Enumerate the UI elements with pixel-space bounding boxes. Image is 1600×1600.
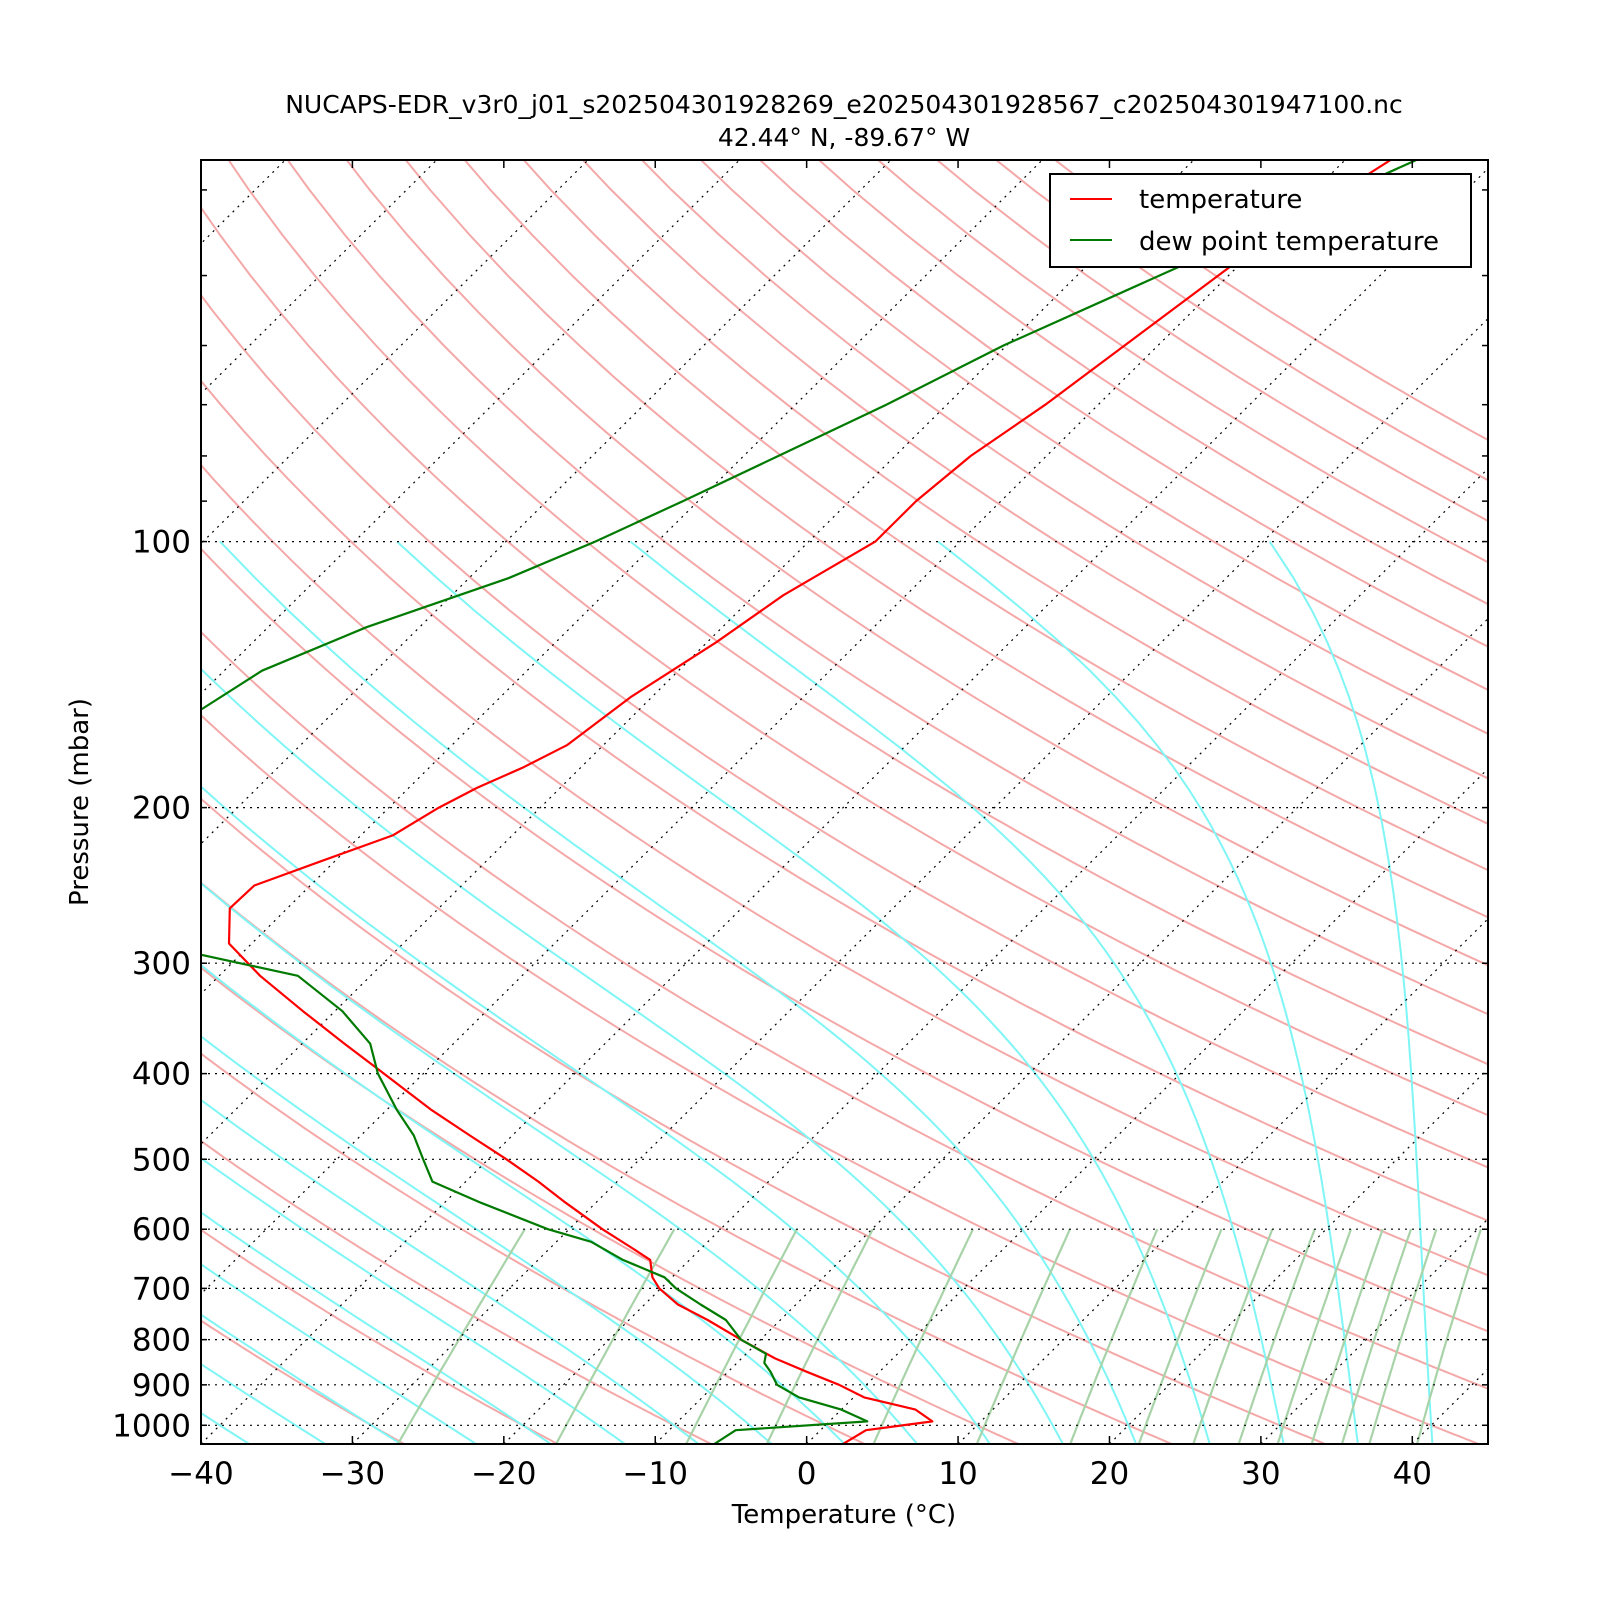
dry-adiabat bbox=[201, 966, 1019, 1444]
chart-subtitle: 42.44° N, -89.67° W bbox=[718, 123, 970, 152]
x-tick-label: 0 bbox=[797, 1456, 817, 1492]
legend-box bbox=[1049, 173, 1472, 268]
moist-adiabat bbox=[201, 785, 991, 1444]
isotherm-gridline bbox=[201, 160, 892, 845]
mixing-ratio-line bbox=[396, 1228, 526, 1444]
mixing-ratio-line bbox=[555, 1228, 676, 1444]
y-tick-label: 800 bbox=[132, 1323, 191, 1359]
dry-adiabat bbox=[463, 160, 1488, 872]
legend-label-dewpoint: dew point temperature bbox=[1139, 227, 1439, 257]
skewed-isotherm-grid bbox=[201, 160, 1488, 1444]
mixing-ratio-line bbox=[1192, 1228, 1274, 1444]
moist-adiabat bbox=[219, 540, 1138, 1444]
mixing-ratio-line bbox=[1237, 1228, 1316, 1444]
moist-adiabat bbox=[201, 1098, 700, 1444]
dry-adiabat bbox=[201, 1319, 405, 1444]
isotherm-gridline bbox=[201, 160, 438, 395]
plot-frame bbox=[200, 159, 1489, 1445]
dry-adiabat bbox=[227, 160, 1488, 1066]
axis-ticks bbox=[200, 160, 1488, 1444]
moist-adiabat bbox=[937, 540, 1359, 1444]
y-tick-label: 500 bbox=[132, 1142, 191, 1178]
dewpoint-line bbox=[201, 160, 1417, 1444]
dry-adiabat bbox=[522, 160, 1488, 825]
dry-adiabat bbox=[201, 881, 1173, 1444]
mixing-ratio-line bbox=[1276, 1228, 1352, 1444]
dry-adiabat bbox=[201, 293, 1488, 1169]
y-tick-label: 600 bbox=[132, 1212, 191, 1248]
mixing-ratio-line bbox=[1069, 1228, 1159, 1444]
y-tick-label: 1000 bbox=[112, 1408, 191, 1444]
dry-adiabat bbox=[404, 160, 1488, 919]
isotherm-gridline bbox=[351, 317, 1488, 1444]
y-axis-label: Pressure (mbar) bbox=[65, 698, 95, 906]
y-tick-label: 700 bbox=[132, 1271, 191, 1307]
moist-adiabat bbox=[201, 1156, 626, 1444]
moist-adiabat bbox=[201, 963, 846, 1444]
isotherm-gridline bbox=[201, 160, 589, 545]
x-tick-label: 10 bbox=[938, 1456, 977, 1492]
x-tick-labels: −40 −30 −20 −10 0 10 20 30 40 bbox=[168, 1456, 1432, 1492]
x-tick-label: −30 bbox=[320, 1456, 385, 1492]
chart-title: NUCAPS-EDR_v3r0_j01_s202504301928269_e20… bbox=[285, 90, 1403, 119]
mixing-ratio-line bbox=[1368, 1228, 1438, 1444]
isotherm-gridline bbox=[201, 160, 1346, 1295]
moist-adiabat bbox=[396, 540, 1211, 1444]
x-tick-label: 30 bbox=[1241, 1456, 1280, 1492]
mixing-ratio-line bbox=[685, 1228, 798, 1444]
dry-adiabat bbox=[201, 547, 1488, 1333]
y-tick-label: 300 bbox=[132, 946, 191, 982]
dry-adiabat bbox=[201, 379, 1488, 1222]
x-tick-label: −10 bbox=[623, 1456, 688, 1492]
pressure-grid bbox=[201, 540, 1488, 1426]
isotherm-gridline bbox=[201, 167, 1488, 1444]
mixing-ratio-line bbox=[765, 1228, 874, 1444]
mixing-ratio-line bbox=[872, 1228, 974, 1444]
legend-label-temperature: temperature bbox=[1139, 185, 1302, 215]
dry-adiabat bbox=[286, 160, 1488, 1016]
moist-adiabat bbox=[201, 1035, 773, 1444]
x-tick-label: 40 bbox=[1393, 1456, 1432, 1492]
y-tick-label: 400 bbox=[132, 1057, 191, 1093]
isotherm-gridline bbox=[201, 160, 1043, 995]
moist-adiabat bbox=[201, 1313, 402, 1444]
mixing-ratio-line bbox=[975, 1228, 1071, 1444]
moist-adiabats bbox=[201, 540, 1434, 1444]
isotherm-gridline bbox=[201, 160, 1195, 1145]
dry-adiabat bbox=[201, 1228, 559, 1444]
mixing-ratio-line bbox=[1340, 1228, 1413, 1444]
moist-adiabat bbox=[1268, 541, 1434, 1444]
isotherm-gridline bbox=[201, 160, 740, 695]
y-tick-label: 100 bbox=[132, 525, 191, 561]
x-axis-label: Temperature (°C) bbox=[731, 1500, 956, 1530]
mixing-ratio-line bbox=[1137, 1228, 1223, 1444]
mixing-ratio-line bbox=[1310, 1228, 1384, 1444]
x-tick-label: −40 bbox=[168, 1456, 233, 1492]
dry-adiabat bbox=[201, 1052, 866, 1444]
y-tick-label: 200 bbox=[132, 791, 191, 827]
dry-adiabat bbox=[201, 1139, 712, 1444]
y-tick-labels: 100 200 300 400 500 600 700 800 900 1000 bbox=[112, 525, 191, 1445]
data-series bbox=[201, 160, 1417, 1444]
legend: temperature dew point temperature bbox=[1049, 173, 1472, 268]
moist-adiabat bbox=[201, 667, 1064, 1444]
moist-adiabat bbox=[629, 540, 1285, 1444]
moist-adiabat bbox=[201, 1263, 477, 1444]
y-tick-label: 900 bbox=[132, 1368, 191, 1404]
dry-adiabat bbox=[201, 630, 1488, 1390]
mixing-ratio-lines bbox=[396, 1228, 1482, 1444]
mixing-ratio-line bbox=[1416, 1228, 1482, 1444]
moist-adiabat bbox=[201, 882, 918, 1444]
x-tick-label: 20 bbox=[1090, 1456, 1129, 1492]
moist-adiabat bbox=[201, 1362, 326, 1444]
x-tick-label: −20 bbox=[471, 1456, 536, 1492]
temperature-line bbox=[227, 160, 1392, 1444]
